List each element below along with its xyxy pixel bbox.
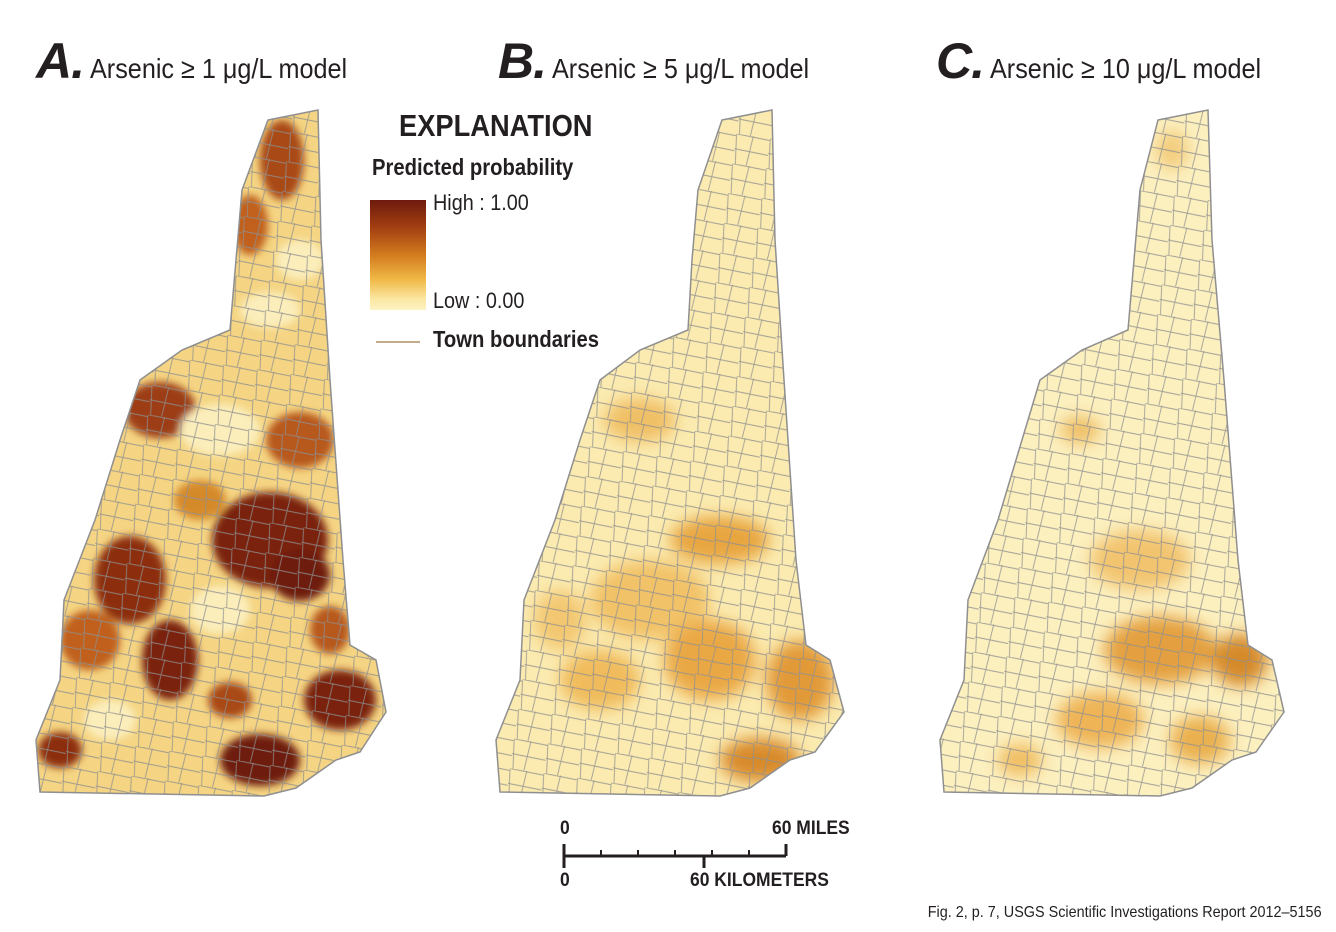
map-b <box>496 110 844 796</box>
legend-high-label: High : 1.00 <box>433 190 529 215</box>
map-c <box>940 110 1284 796</box>
legend-subheading: Predicted probability <box>372 154 574 180</box>
legend-boundary-line <box>376 341 420 343</box>
map-a <box>36 110 386 796</box>
scale-km-zero: 0 <box>560 870 570 891</box>
legend-boundary-label: Town boundaries <box>433 326 600 352</box>
panel-c-text: Arsenic ≥ 10 μg/L model <box>990 53 1262 84</box>
panel-a-letter: A. <box>36 33 85 89</box>
scale-miles-label: 60 MILES <box>772 818 850 839</box>
legend-color-ramp <box>370 200 426 310</box>
map-c-outline <box>939 109 1285 797</box>
panel-c-title: C. Arsenic ≥ 10 μg/L model <box>936 32 1291 92</box>
map-a-outline <box>35 109 387 797</box>
panel-c-letter: C. <box>936 33 985 89</box>
panel-a-text: Arsenic ≥ 1 μg/L model <box>90 53 348 84</box>
scale-bar-graphic <box>562 844 788 868</box>
panel-b-text: Arsenic ≥ 5 μg/L model <box>552 53 810 84</box>
figure-credit: Fig. 2, p. 7, USGS Scientific Investigat… <box>928 904 1322 921</box>
legend-low-label: Low : 0.00 <box>433 288 525 313</box>
panel-b-title: B. Arsenic ≥ 5 μg/L model <box>498 32 838 92</box>
panel-a-title: A. Arsenic ≥ 1 μg/L model <box>36 32 376 92</box>
scale-bar: 0 60 MILES 0 60 KILOMETERS <box>552 818 872 898</box>
scale-km-label: 60 KILOMETERS <box>690 870 829 891</box>
panel-b-letter: B. <box>498 33 547 89</box>
scale-miles-zero: 0 <box>560 818 570 839</box>
legend-heading: EXPLANATION <box>399 108 593 143</box>
map-b-outline <box>495 109 845 797</box>
